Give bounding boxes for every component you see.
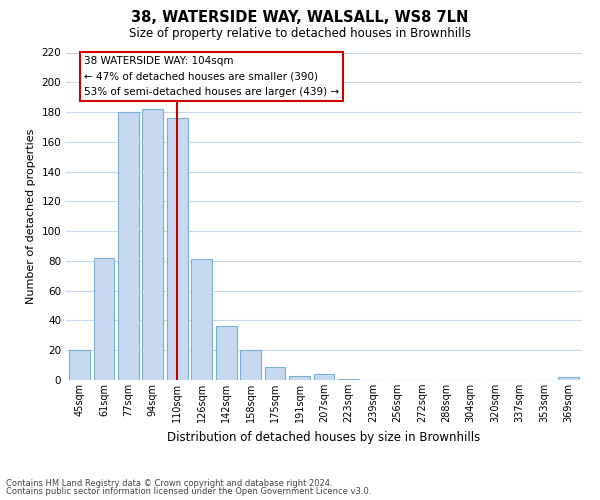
Y-axis label: Number of detached properties: Number of detached properties <box>26 128 36 304</box>
Text: Contains public sector information licensed under the Open Government Licence v3: Contains public sector information licen… <box>6 487 371 496</box>
Text: Contains HM Land Registry data © Crown copyright and database right 2024.: Contains HM Land Registry data © Crown c… <box>6 478 332 488</box>
Text: 38 WATERSIDE WAY: 104sqm
← 47% of detached houses are smaller (390)
53% of semi-: 38 WATERSIDE WAY: 104sqm ← 47% of detach… <box>84 56 339 97</box>
Text: Size of property relative to detached houses in Brownhills: Size of property relative to detached ho… <box>129 28 471 40</box>
Bar <box>338 378 359 380</box>
X-axis label: Distribution of detached houses by size in Brownhills: Distribution of detached houses by size … <box>167 430 481 444</box>
Bar <box>167 118 188 380</box>
Bar <box>191 260 212 380</box>
Bar <box>314 374 334 380</box>
Bar <box>289 376 310 380</box>
Bar <box>94 258 114 380</box>
Bar <box>118 112 139 380</box>
Bar <box>265 366 286 380</box>
Bar <box>558 377 579 380</box>
Bar <box>142 109 163 380</box>
Text: 38, WATERSIDE WAY, WALSALL, WS8 7LN: 38, WATERSIDE WAY, WALSALL, WS8 7LN <box>131 10 469 25</box>
Bar <box>216 326 236 380</box>
Bar <box>240 350 261 380</box>
Bar <box>69 350 90 380</box>
